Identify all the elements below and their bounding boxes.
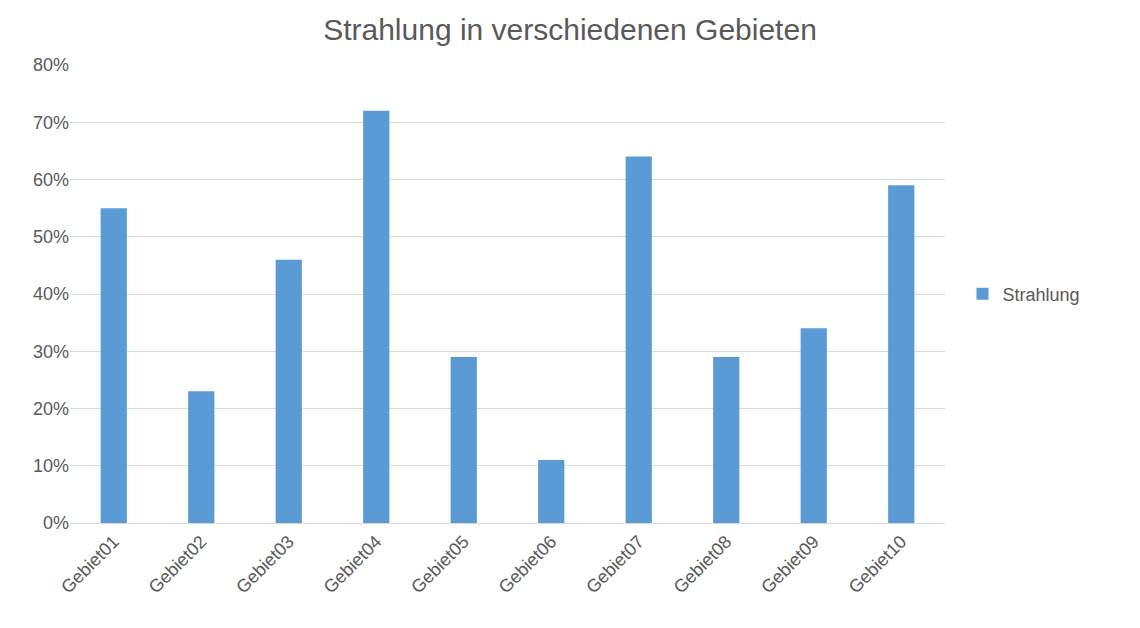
svg-text:Strahlung: Strahlung <box>1003 285 1080 305</box>
svg-text:50%: 50% <box>33 227 69 247</box>
svg-text:70%: 70% <box>33 113 69 133</box>
svg-text:80%: 80% <box>33 55 69 75</box>
svg-text:Gebiet10: Gebiet10 <box>845 532 911 598</box>
svg-text:40%: 40% <box>33 284 69 304</box>
svg-text:Gebiet04: Gebiet04 <box>320 532 386 598</box>
svg-text:10%: 10% <box>33 456 69 476</box>
svg-text:Gebiet02: Gebiet02 <box>145 532 211 598</box>
svg-text:0%: 0% <box>43 513 69 533</box>
svg-text:Strahlung in verschiedenen Geb: Strahlung in verschiedenen Gebieten <box>323 13 817 46</box>
svg-text:20%: 20% <box>33 399 69 419</box>
svg-text:60%: 60% <box>33 170 69 190</box>
svg-text:Gebiet08: Gebiet08 <box>670 532 736 598</box>
svg-text:Gebiet09: Gebiet09 <box>757 532 823 598</box>
svg-text:Gebiet07: Gebiet07 <box>582 532 648 598</box>
svg-text:Gebiet06: Gebiet06 <box>495 532 561 598</box>
svg-text:Gebiet03: Gebiet03 <box>232 532 298 598</box>
svg-text:30%: 30% <box>33 342 69 362</box>
svg-text:Gebiet05: Gebiet05 <box>407 532 473 598</box>
svg-text:Gebiet01: Gebiet01 <box>57 532 123 598</box>
